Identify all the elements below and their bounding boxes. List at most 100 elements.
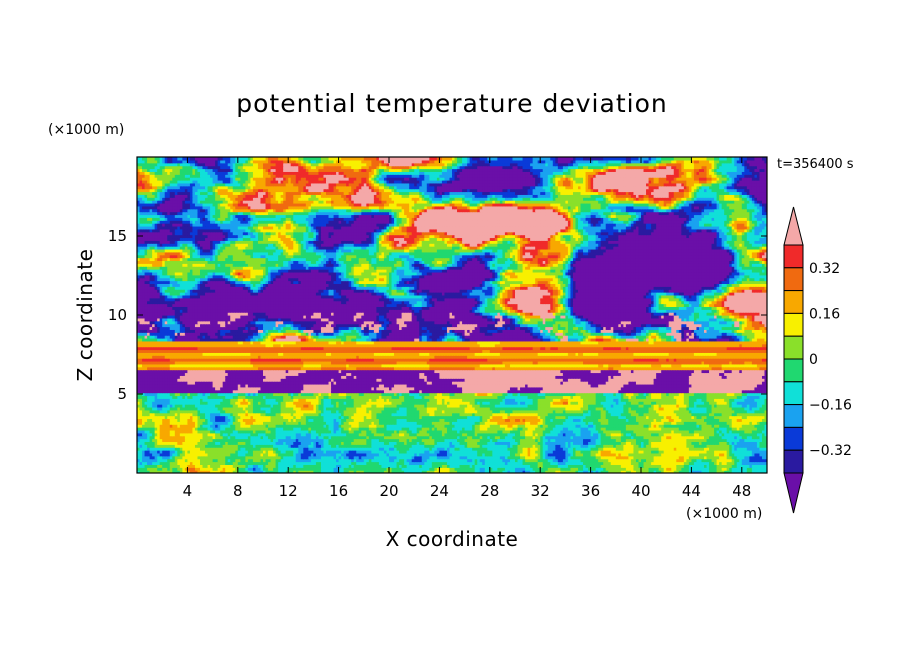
- field-cell: [683, 444, 687, 448]
- field-cell: [235, 452, 239, 457]
- field-cell: [630, 452, 635, 457]
- field-cell: [137, 464, 141, 468]
- field-cell: [323, 464, 327, 468]
- field-cell: [200, 464, 204, 468]
- field-cell: [555, 450, 559, 454]
- field-cell: [709, 455, 713, 460]
- field-cell: [457, 450, 461, 454]
- field-cell: [341, 447, 345, 451]
- field-cell: [300, 447, 304, 451]
- field-cell: [318, 447, 322, 451]
- field-cell: [509, 447, 514, 451]
- field-cell: [174, 435, 178, 440]
- field-cell: [572, 467, 577, 471]
- field-cell: [366, 441, 370, 445]
- field-cell: [333, 452, 337, 457]
- field-cell: [560, 444, 564, 448]
- field-cell: [368, 467, 372, 471]
- field-cell: [721, 458, 725, 463]
- field-cell: [552, 444, 556, 448]
- field-cell: [550, 461, 554, 465]
- field-cell: [411, 467, 415, 471]
- field-cell: [575, 444, 579, 448]
- field-cell: [323, 461, 327, 465]
- field-cell: [394, 435, 398, 440]
- field-cell: [300, 464, 304, 468]
- field-cell: [746, 452, 750, 457]
- field-cell: [406, 447, 410, 451]
- field-cell: [336, 441, 340, 445]
- field-cell: [714, 450, 718, 454]
- field-cell: [142, 470, 146, 473]
- field-cell: [235, 455, 239, 460]
- field-cell: [363, 467, 367, 471]
- field-cell: [257, 435, 262, 440]
- field-cell: [152, 438, 156, 442]
- field-cell: [477, 452, 481, 457]
- field-cell: [552, 441, 556, 445]
- field-cell: [441, 452, 446, 457]
- field-cell: [537, 455, 541, 460]
- field-cell: [159, 435, 163, 440]
- field-cell: [200, 455, 204, 460]
- field-cell: [583, 450, 587, 454]
- field-cell: [706, 438, 710, 442]
- field-cell: [585, 461, 589, 465]
- field-cell: [179, 458, 183, 463]
- field-cell: [419, 455, 423, 460]
- field-cell: [189, 470, 194, 473]
- field-cell: [142, 435, 146, 440]
- field-cell: [174, 464, 178, 468]
- field-cell: [356, 450, 360, 454]
- field-cell: [326, 461, 330, 465]
- field-cell: [139, 467, 143, 471]
- field-cell: [444, 470, 448, 473]
- field-cell: [734, 458, 738, 463]
- field-cell: [525, 467, 529, 471]
- field-cell: [638, 447, 642, 451]
- field-cell: [313, 444, 317, 448]
- field-cell: [709, 470, 713, 473]
- field-cell: [376, 470, 380, 473]
- field-cell: [598, 455, 602, 460]
- field-cell: [610, 470, 614, 473]
- field-cell: [411, 435, 415, 440]
- field-cell: [532, 452, 536, 457]
- field-cell: [441, 444, 446, 448]
- field-cell: [613, 438, 617, 442]
- field-cell: [542, 447, 546, 451]
- field-cell: [666, 441, 670, 445]
- field-cell: [348, 447, 352, 451]
- field-cell: [333, 470, 337, 473]
- field-cell: [373, 447, 377, 451]
- field-cell: [401, 467, 405, 471]
- field-cell: [487, 444, 491, 448]
- field-cell: [462, 447, 466, 451]
- field-cell: [250, 447, 254, 451]
- field-cell: [179, 467, 183, 471]
- field-cell: [300, 455, 304, 460]
- field-cell: [580, 455, 584, 460]
- field-cell: [517, 464, 521, 468]
- field-cell: [542, 450, 546, 454]
- field-cell: [618, 461, 622, 465]
- field-cell: [749, 458, 753, 463]
- field-cell: [567, 441, 572, 445]
- field-cell: [371, 458, 375, 463]
- field-cell: [169, 450, 173, 454]
- field-cell: [147, 455, 151, 460]
- field-cell: [678, 455, 682, 460]
- field-cell: [638, 452, 642, 457]
- field-cell: [202, 450, 206, 454]
- field-cell: [341, 438, 345, 442]
- field-cell: [421, 470, 425, 473]
- field-cell: [696, 444, 700, 448]
- field-cell: [535, 455, 539, 460]
- field-cell: [734, 452, 738, 457]
- field-cell: [172, 444, 176, 448]
- field-cell: [333, 467, 337, 471]
- field-cell: [426, 450, 430, 454]
- field-cell: [310, 441, 314, 445]
- field-cell: [499, 458, 503, 463]
- field-cell: [726, 444, 730, 448]
